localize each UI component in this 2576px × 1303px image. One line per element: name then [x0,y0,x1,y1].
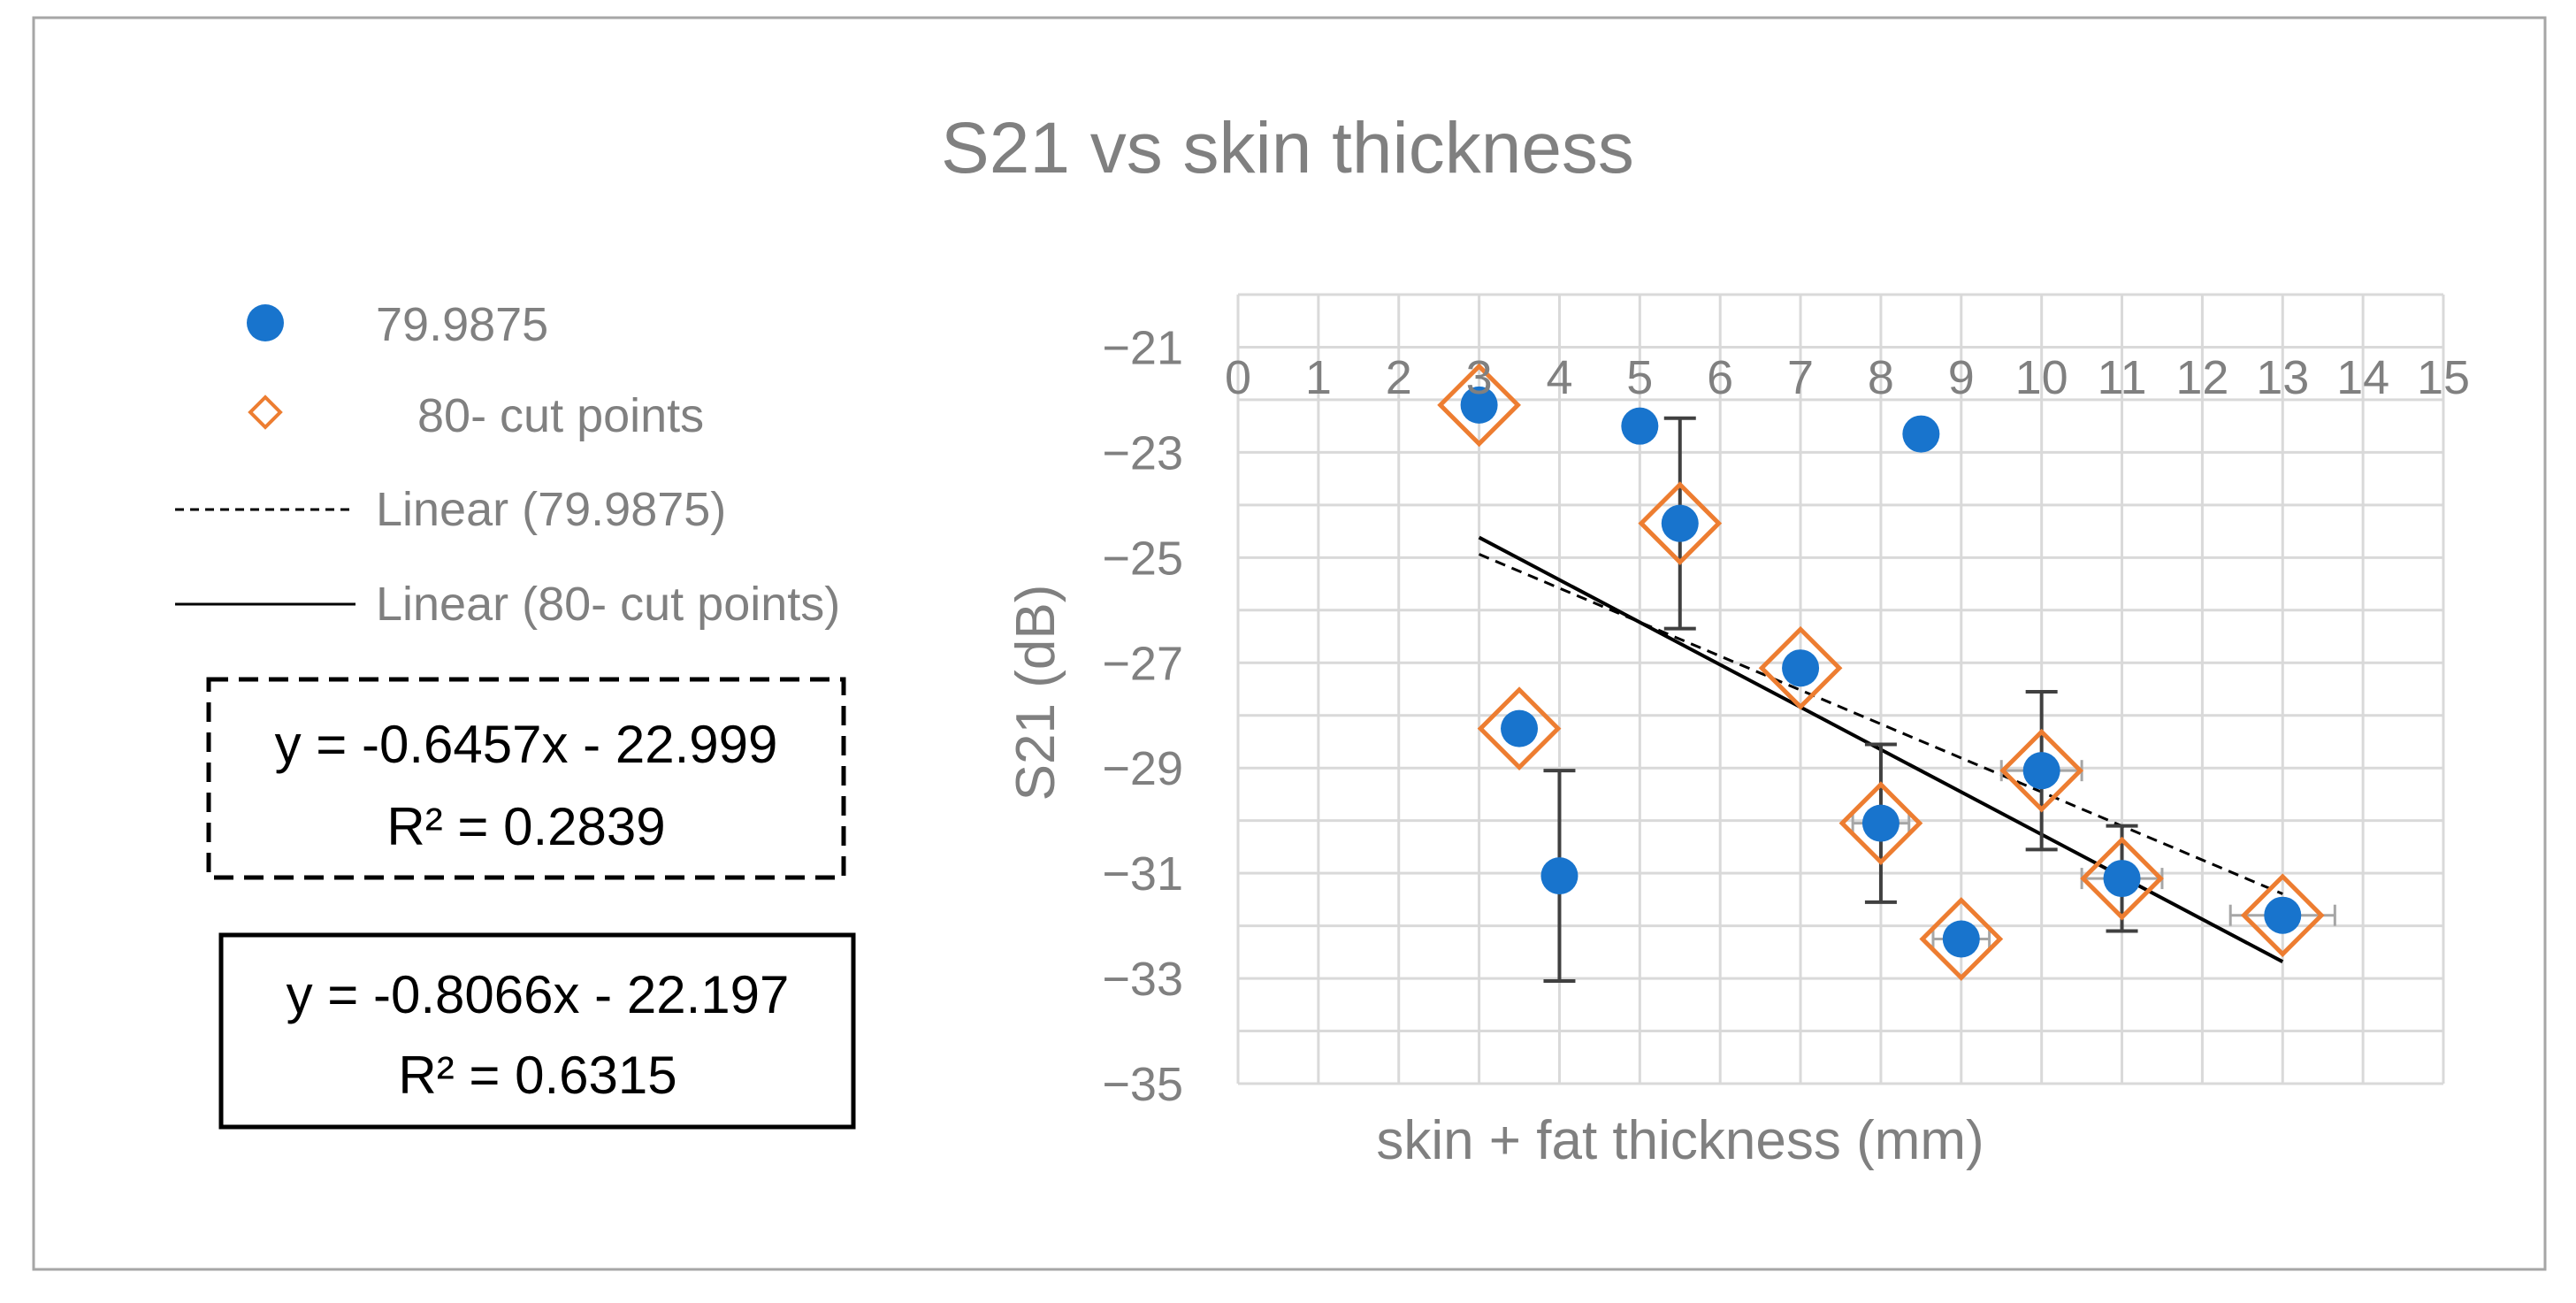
legend-label-series-2: 80- cut points [417,389,704,442]
equation-box-solid: y = -0.8066x - 22.197 R² = 0.6315 [218,932,856,1130]
x-tick-label: 13 [2256,351,2309,404]
x-tick-label: 7 [1787,351,1814,404]
tick-labels: 0 1 2 3 4 5 6 7 8 9 10 11 12 13 14 15−21−23−25−27−29−31… [1102,321,2470,1111]
legend-label-trend-2: Linear (80- cut points) [376,578,840,631]
y-tick-label: −27 [1102,637,1183,690]
circle-marker [1621,407,1659,445]
y-tick-label: −35 [1102,1058,1183,1111]
diamond-marker [1437,363,1521,448]
legend-marker-diamond [248,395,283,430]
circle-marker [2264,896,2302,934]
equation-1-line-2: R² = 0.2839 [386,797,665,856]
circle-marker [2022,752,2060,790]
x-tick-label: 4 [1546,351,1572,404]
diamond-marker [2080,836,2164,921]
diamond-marker [1758,625,1843,710]
chart-title: S21 vs skin thickness [941,108,1634,188]
y-tick-label: −33 [1102,953,1183,1006]
circle-marker [1460,386,1498,424]
legend-label-series-1: 79.9875 [376,298,548,351]
y-tick-label: −29 [1102,742,1183,795]
x-tick-label: 0 [1225,351,1251,404]
circle-marker [1861,804,1900,842]
equation-2-line-1: y = -0.8066x - 22.197 [287,965,790,1024]
x-tick-label: 12 [2175,351,2228,404]
markers [1437,363,2325,981]
diamond-marker [1638,481,1723,566]
equation-box-dashed-border [206,677,846,880]
x-tick-label: 1 [1305,351,1332,404]
circle-marker [2103,860,2141,898]
equation-1-line-1: y = -0.6457x - 22.999 [275,715,778,774]
y-tick-label: −25 [1102,532,1183,585]
x-tick-label: 6 [1707,351,1733,404]
circle-marker [1540,857,1578,895]
y-tick-label: −31 [1102,847,1183,901]
x-tick-label: 3 [1466,351,1493,404]
equation-box-solid-border [218,932,856,1130]
circle-marker [1661,504,1699,542]
diamond-marker [1999,728,2084,813]
diamond-marker [1477,686,1562,770]
diamond-marker [1838,781,1923,866]
y-axis-label: S21 (dB) [1005,585,1066,801]
x-tick-label: 15 [2417,351,2470,404]
legend-marker-circle [247,304,284,341]
circle-marker [1782,649,1820,687]
legend: 79.9875 80- cut points Linear (79.9875) … [175,298,840,631]
x-tick-label: 9 [1948,351,1975,404]
x-tick-label: 2 [1386,351,1412,404]
x-axis-label: skin + fat thickness (mm) [1376,1110,1984,1171]
diamond-marker [2240,873,2325,958]
grid [1236,293,2445,1085]
equation-box-dashed: y = -0.6457x - 22.999 R² = 0.2839 [206,677,846,880]
x-tick-label: 14 [2336,351,2389,404]
circle-marker [1501,709,1539,747]
y-tick-label: −23 [1102,426,1183,479]
y-tick-label: −21 [1102,321,1183,374]
x-tick-label: 10 [2015,351,2068,404]
legend-label-trend-1: Linear (79.9875) [376,483,726,536]
x-tick-label: 5 [1626,351,1653,404]
diamond-marker [1919,897,2004,981]
x-tick-label: 8 [1868,351,1894,404]
circle-marker [1942,920,1980,958]
circle-marker [1902,415,1940,453]
x-tick-label: 11 [2098,351,2147,404]
trendline-1 [1479,553,2283,895]
equation-2-line-2: R² = 0.6315 [398,1046,676,1105]
